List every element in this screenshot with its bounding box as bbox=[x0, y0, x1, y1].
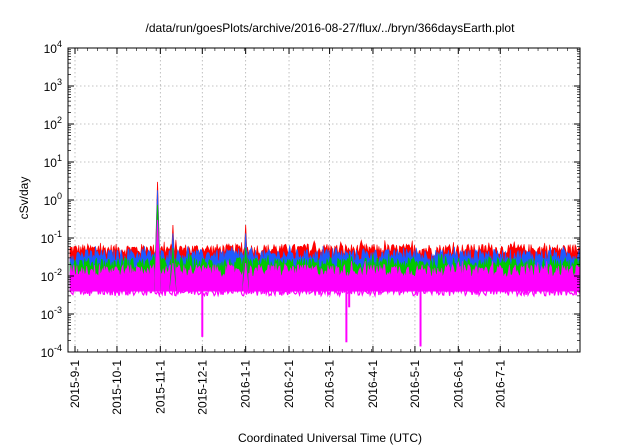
y-tick-label: 10-2 bbox=[41, 267, 62, 284]
x-tick-label: 2015-9-1 bbox=[68, 360, 82, 408]
x-tick-label: 2015-12-1 bbox=[195, 360, 209, 415]
y-tick-label: 101 bbox=[44, 153, 62, 170]
y-tick-label: 104 bbox=[44, 39, 62, 56]
y-tick-label: 102 bbox=[44, 115, 62, 132]
x-tick-label: 2016-6-1 bbox=[451, 360, 465, 408]
x-tick-label: 2016-1-1 bbox=[239, 360, 253, 408]
y-axis-ticks: 10-4 10-3 10-2 10-1 100 101 102 103 104 bbox=[41, 39, 580, 360]
x-tick-label: 2016-4-1 bbox=[366, 360, 380, 408]
series-layer bbox=[69, 181, 581, 347]
x-tick-label: 2016-5-1 bbox=[408, 360, 422, 408]
x-axis-label: Coordinated Universal Time (UTC) bbox=[238, 431, 422, 445]
x-axis-ticks: 2015-9-1 2015-10-1 2015-11-1 2015-12-1 2016-… bbox=[67, 48, 578, 415]
y-tick-label: 103 bbox=[44, 77, 62, 94]
y-tick-label: 10-1 bbox=[41, 229, 62, 246]
series-lower-edge bbox=[69, 285, 581, 298]
x-tick-label: 2016-7-1 bbox=[493, 360, 507, 408]
y-tick-label: 100 bbox=[44, 191, 62, 208]
y-tick-label: 10-3 bbox=[41, 305, 62, 322]
spike-mark bbox=[169, 262, 177, 292]
grid bbox=[68, 48, 580, 352]
spike-mark bbox=[242, 262, 250, 292]
y-axis-label: cSv/day bbox=[17, 177, 31, 220]
chart-title: /data/run/goesPlots/archive/2016-08-27/f… bbox=[146, 21, 516, 35]
spike-mark bbox=[154, 219, 161, 292]
x-tick-label: 2016-3-1 bbox=[323, 360, 337, 408]
series-band-3 bbox=[69, 260, 581, 292]
x-tick-label: 2015-11-1 bbox=[153, 360, 167, 414]
y-tick-label: 10-4 bbox=[41, 343, 62, 360]
x-tick-label: 2015-10-1 bbox=[110, 360, 124, 415]
x-tick-label: 2016-2-1 bbox=[282, 360, 296, 408]
